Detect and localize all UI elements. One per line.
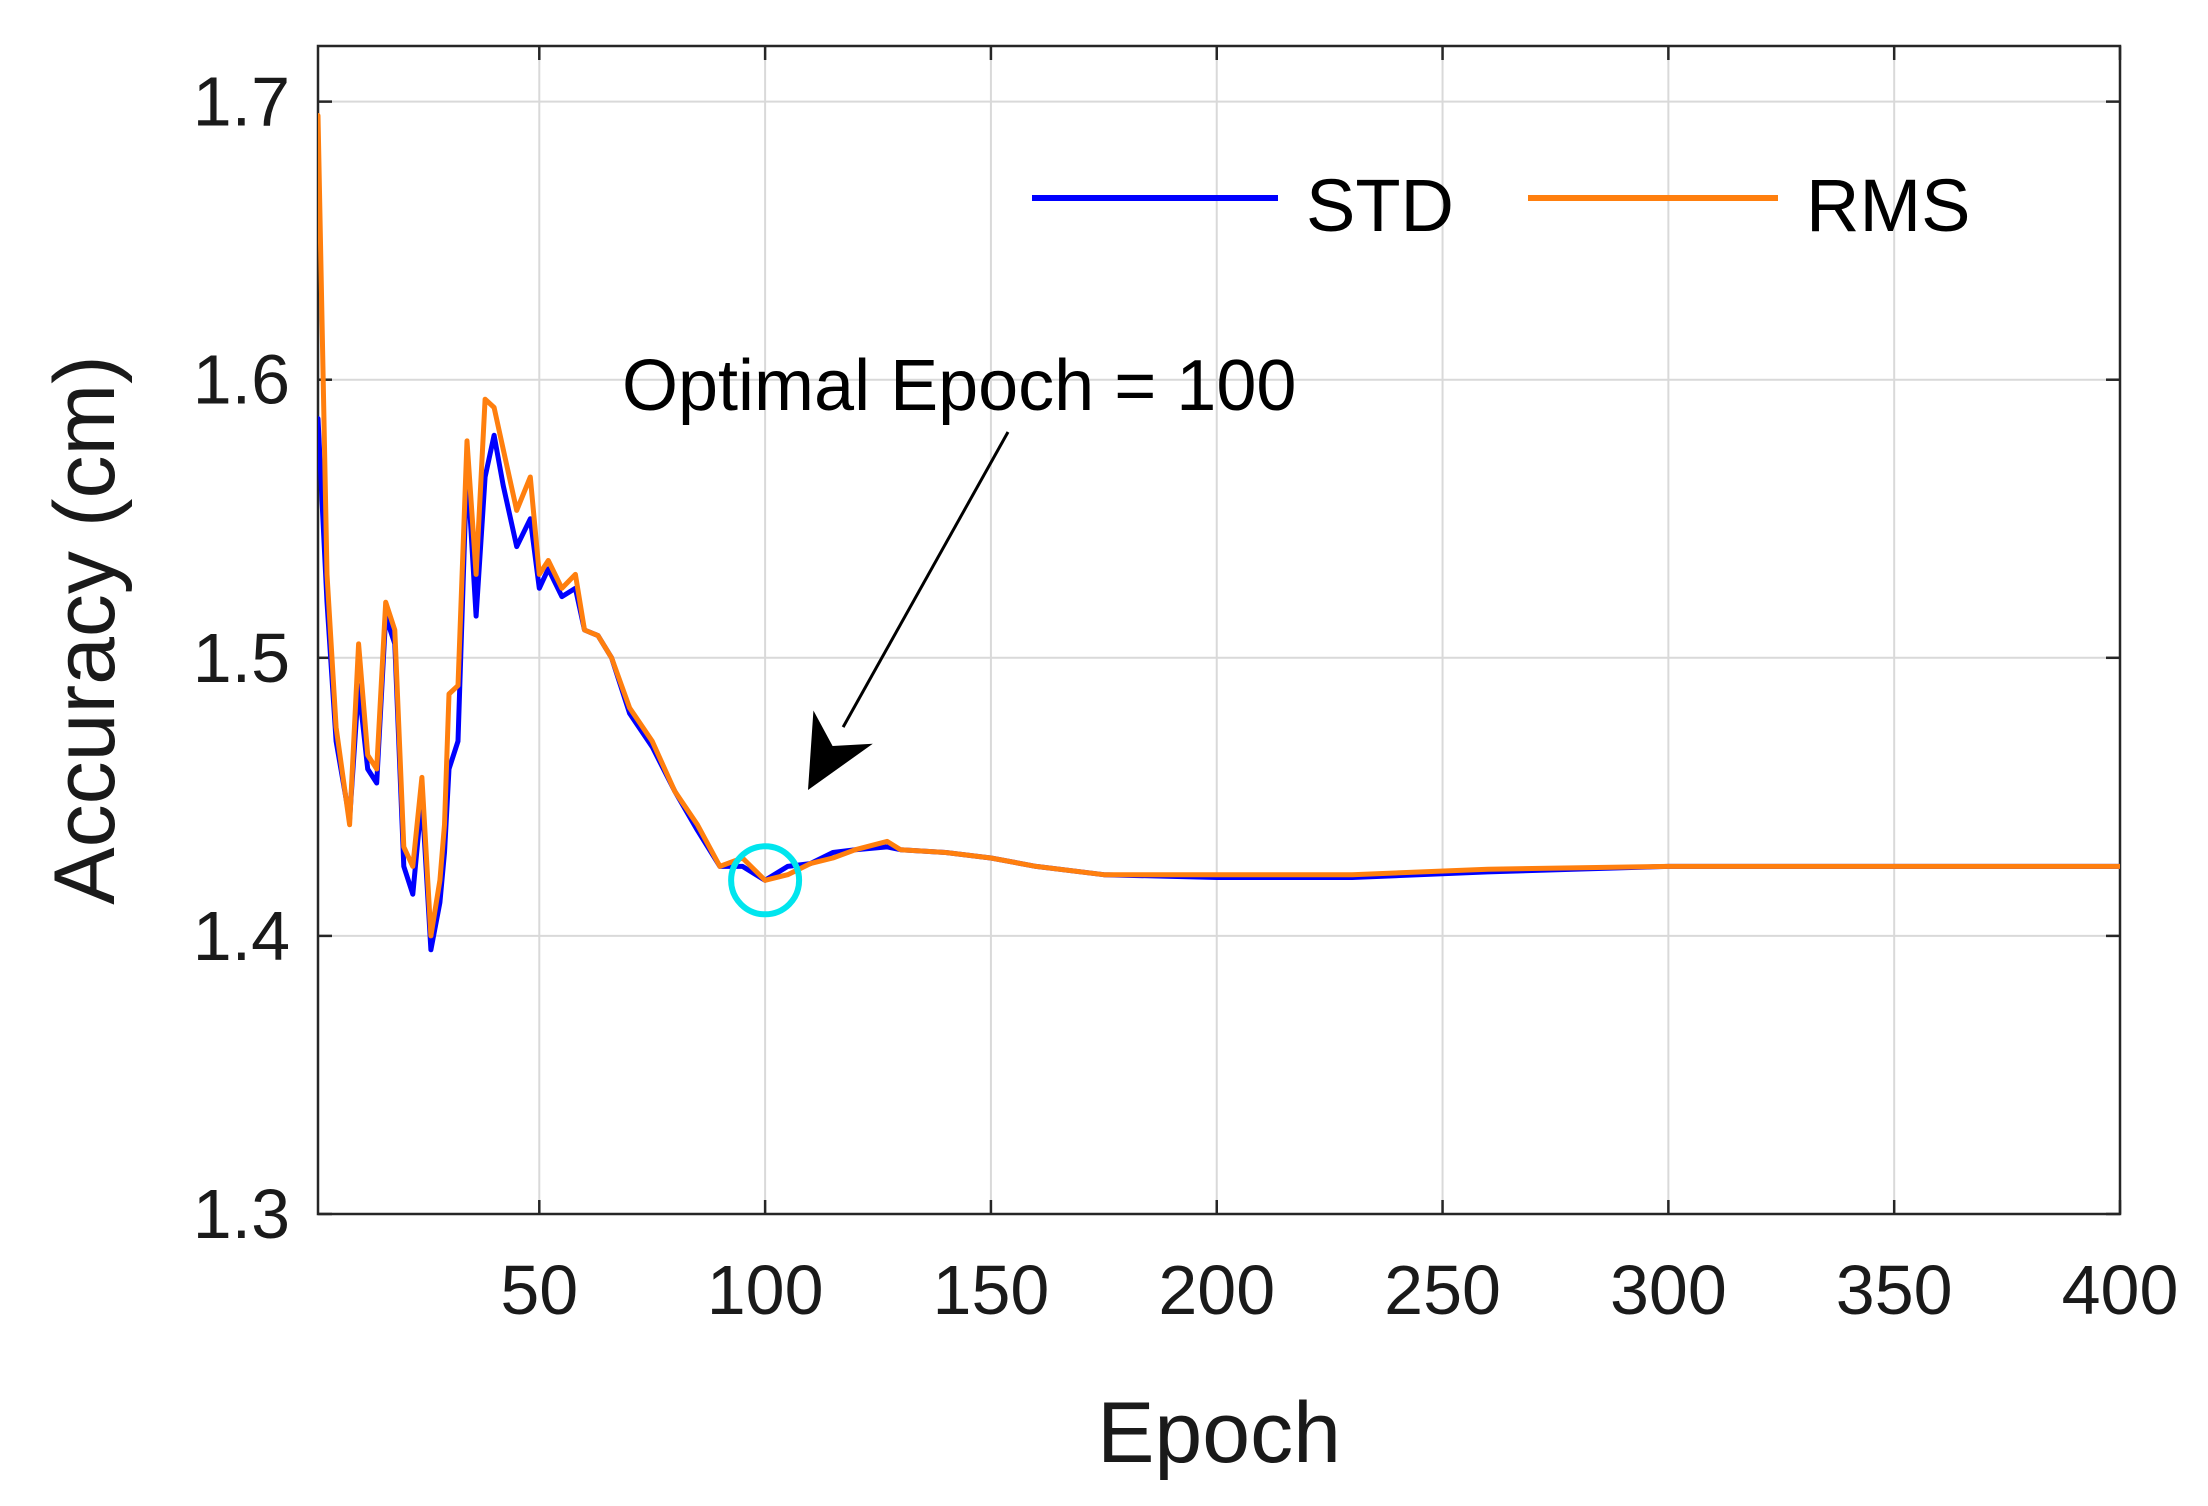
annotation-arrow-shaft — [841, 431, 1010, 728]
x-tick-label-300: 300 — [1610, 1251, 1727, 1329]
series-line-rms — [318, 113, 2120, 939]
axes — [316, 44, 2122, 1216]
x-tick-label-100: 100 — [707, 1251, 824, 1329]
series-layer — [318, 113, 2120, 953]
y-axis-title: Accuracy (cm) — [37, 355, 133, 904]
x-tick-label-400: 400 — [2062, 1251, 2179, 1329]
x-tick-label-250: 250 — [1384, 1251, 1501, 1329]
x-tick-label-200: 200 — [1158, 1251, 1275, 1329]
x-tick-label-150: 150 — [933, 1251, 1050, 1329]
x-axis-title: Epoch — [1097, 1385, 1341, 1481]
y-tick-labels: 1.3 1.4 1.5 1.6 1.7 — [193, 63, 290, 1253]
optimal-epoch-marker — [728, 843, 803, 918]
x-tick-labels: 50 100 150 200 250 300 350 400 — [500, 1251, 2178, 1329]
plot-area — [318, 46, 2120, 1214]
y-tick-label-1-3: 1.3 — [193, 1175, 290, 1253]
x-tick-label-50: 50 — [500, 1251, 578, 1329]
legend: STD RMS — [1032, 164, 1970, 247]
annotation: Optimal Epoch = 100 — [622, 346, 1296, 918]
legend-label-rms: RMS — [1806, 164, 1970, 247]
annotation-label: Optimal Epoch = 100 — [622, 346, 1296, 426]
y-tick-label-1-6: 1.6 — [193, 341, 290, 419]
y-tick-label-1-5: 1.5 — [193, 619, 290, 697]
y-tick-label-1-7: 1.7 — [193, 63, 290, 141]
y-tick-label-1-4: 1.4 — [193, 897, 290, 975]
legend-label-std: STD — [1306, 164, 1454, 247]
axes-box — [316, 44, 2122, 1216]
x-tick-label-350: 350 — [1836, 1251, 1953, 1329]
annotation-arrow-head — [808, 710, 873, 790]
